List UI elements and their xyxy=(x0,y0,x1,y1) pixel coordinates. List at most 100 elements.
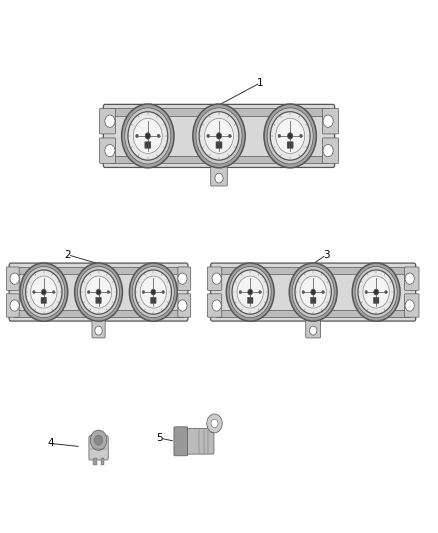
FancyBboxPatch shape xyxy=(99,138,116,163)
Circle shape xyxy=(125,108,171,164)
Circle shape xyxy=(95,326,102,335)
Circle shape xyxy=(53,290,55,294)
Circle shape xyxy=(42,289,46,295)
Circle shape xyxy=(323,144,333,157)
Bar xyxy=(93,458,96,465)
Circle shape xyxy=(363,276,389,308)
Text: 2: 2 xyxy=(64,250,71,260)
Circle shape xyxy=(232,270,268,314)
Circle shape xyxy=(105,144,115,157)
Circle shape xyxy=(135,270,171,314)
Text: 5: 5 xyxy=(156,433,163,443)
Text: 3: 3 xyxy=(323,250,330,260)
Bar xyxy=(14,267,183,274)
Circle shape xyxy=(311,289,315,295)
Circle shape xyxy=(215,173,223,183)
FancyBboxPatch shape xyxy=(145,142,151,148)
Circle shape xyxy=(211,419,218,427)
Circle shape xyxy=(178,300,187,311)
Bar xyxy=(110,108,328,116)
Bar xyxy=(216,267,410,274)
Circle shape xyxy=(122,104,174,168)
Circle shape xyxy=(292,266,334,318)
Circle shape xyxy=(10,273,19,284)
Circle shape xyxy=(267,108,313,164)
FancyBboxPatch shape xyxy=(311,297,316,303)
Circle shape xyxy=(276,118,304,154)
FancyBboxPatch shape xyxy=(41,297,46,303)
FancyBboxPatch shape xyxy=(151,297,156,303)
Circle shape xyxy=(162,290,165,294)
Circle shape xyxy=(374,289,378,295)
Circle shape xyxy=(136,134,138,138)
FancyBboxPatch shape xyxy=(207,267,222,290)
Circle shape xyxy=(355,266,397,318)
Circle shape xyxy=(302,290,304,294)
Bar xyxy=(216,310,410,317)
Circle shape xyxy=(23,266,65,318)
Bar xyxy=(14,310,183,317)
Circle shape xyxy=(105,115,115,127)
FancyBboxPatch shape xyxy=(7,267,19,290)
Circle shape xyxy=(405,273,414,284)
Circle shape xyxy=(128,112,168,160)
Bar xyxy=(101,458,104,465)
FancyBboxPatch shape xyxy=(247,297,253,303)
Circle shape xyxy=(300,134,302,138)
Circle shape xyxy=(365,290,367,294)
Circle shape xyxy=(226,263,274,321)
Circle shape xyxy=(310,326,317,335)
Circle shape xyxy=(228,134,231,138)
Circle shape xyxy=(288,133,293,139)
FancyBboxPatch shape xyxy=(96,297,101,303)
FancyBboxPatch shape xyxy=(322,138,339,163)
FancyBboxPatch shape xyxy=(103,104,335,167)
Circle shape xyxy=(90,430,107,450)
Circle shape xyxy=(212,273,221,284)
FancyBboxPatch shape xyxy=(7,294,19,317)
Circle shape xyxy=(300,276,326,308)
Circle shape xyxy=(323,115,333,127)
Circle shape xyxy=(196,108,242,164)
Circle shape xyxy=(199,112,239,160)
Circle shape xyxy=(129,263,177,321)
Circle shape xyxy=(259,290,261,294)
FancyBboxPatch shape xyxy=(184,429,214,454)
Text: 1: 1 xyxy=(257,78,264,87)
Circle shape xyxy=(178,273,187,284)
FancyBboxPatch shape xyxy=(178,267,191,290)
Circle shape xyxy=(278,134,281,138)
Circle shape xyxy=(140,276,166,308)
FancyBboxPatch shape xyxy=(405,267,419,290)
FancyBboxPatch shape xyxy=(92,318,105,338)
Circle shape xyxy=(142,290,145,294)
Circle shape xyxy=(145,133,150,139)
Circle shape xyxy=(358,270,394,314)
Circle shape xyxy=(132,266,174,318)
Circle shape xyxy=(352,263,400,321)
Circle shape xyxy=(205,118,233,154)
FancyBboxPatch shape xyxy=(405,294,419,317)
FancyBboxPatch shape xyxy=(207,294,222,317)
Circle shape xyxy=(212,300,221,311)
Circle shape xyxy=(31,276,57,308)
Circle shape xyxy=(151,289,155,295)
Circle shape xyxy=(26,270,62,314)
Circle shape xyxy=(270,112,310,160)
Circle shape xyxy=(216,133,222,139)
Bar xyxy=(110,156,328,164)
Text: 4: 4 xyxy=(47,439,54,448)
FancyBboxPatch shape xyxy=(211,263,416,321)
FancyBboxPatch shape xyxy=(373,297,379,303)
Circle shape xyxy=(289,263,337,321)
Circle shape xyxy=(32,290,35,294)
Circle shape xyxy=(94,435,102,445)
Circle shape xyxy=(157,134,160,138)
Circle shape xyxy=(322,290,325,294)
Circle shape xyxy=(229,266,271,318)
FancyBboxPatch shape xyxy=(211,164,227,186)
FancyBboxPatch shape xyxy=(178,294,191,317)
Circle shape xyxy=(237,276,263,308)
Circle shape xyxy=(10,300,19,311)
FancyBboxPatch shape xyxy=(322,109,339,134)
